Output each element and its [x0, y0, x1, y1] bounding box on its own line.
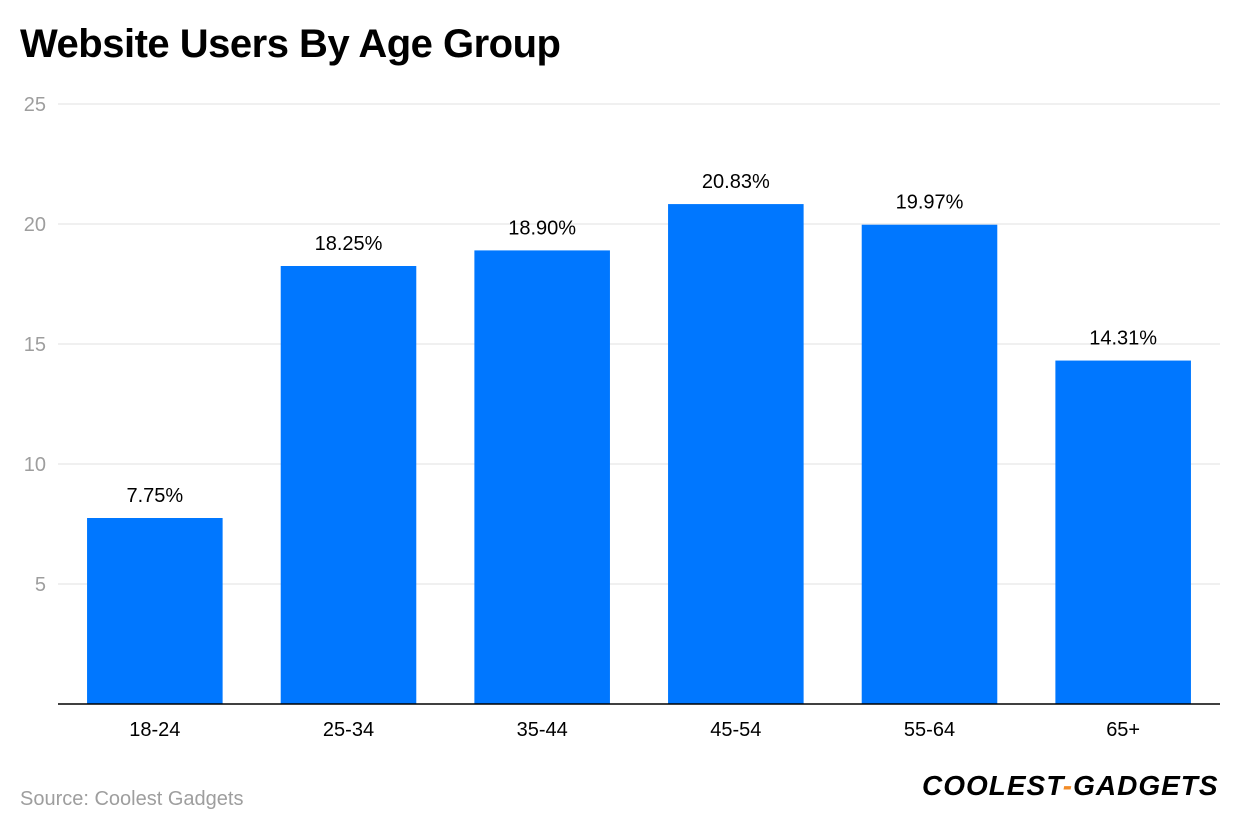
y-tick-label: 10: [24, 454, 46, 476]
value-label: 18.90%: [508, 217, 576, 239]
gridlines: [58, 103, 1220, 585]
value-label: 19.97%: [896, 192, 964, 214]
value-labels: 7.75% 18.25% 18.90% 20.83% 19.97% 14.31%: [126, 171, 1157, 507]
bar-55-64: [861, 224, 998, 704]
bar-65+: [1055, 360, 1191, 704]
y-axis-ticks: 5 10 15 20 25: [24, 94, 46, 596]
logo-dash: -: [1062, 770, 1074, 801]
x-tick-label: 65+: [1106, 719, 1140, 741]
bar-45-54: [668, 204, 804, 704]
brand-logo: COOLEST-GADGETS: [922, 770, 1219, 802]
bars: [87, 204, 1191, 704]
y-tick-label: 20: [24, 214, 46, 236]
logo-right-text: GADGETS: [1073, 770, 1219, 801]
y-tick-label: 5: [35, 574, 46, 596]
value-label: 7.75%: [126, 485, 183, 507]
source-note: Source: Coolest Gadgets: [20, 788, 244, 810]
value-label: 20.83%: [702, 171, 770, 193]
x-tick-label: 25-34: [323, 719, 374, 741]
x-tick-label: 18-24: [129, 719, 180, 741]
value-label: 14.31%: [1089, 328, 1157, 350]
logo-left-text: COOLEST: [922, 770, 1063, 801]
x-axis-ticks: 18-24 25-34 35-44 45-54 55-64 65+: [129, 719, 1140, 741]
value-label: 18.25%: [315, 233, 383, 255]
x-tick-label: 45-54: [710, 719, 761, 741]
bar-25-34: [280, 266, 417, 704]
x-tick-label: 55-64: [904, 719, 955, 741]
x-tick-label: 35-44: [517, 719, 568, 741]
chart-title: Website Users By Age Group: [20, 22, 561, 66]
bar-35-44: [474, 250, 610, 704]
bar-18-24: [87, 518, 223, 704]
y-tick-label: 25: [24, 94, 46, 116]
y-tick-label: 15: [24, 334, 46, 356]
